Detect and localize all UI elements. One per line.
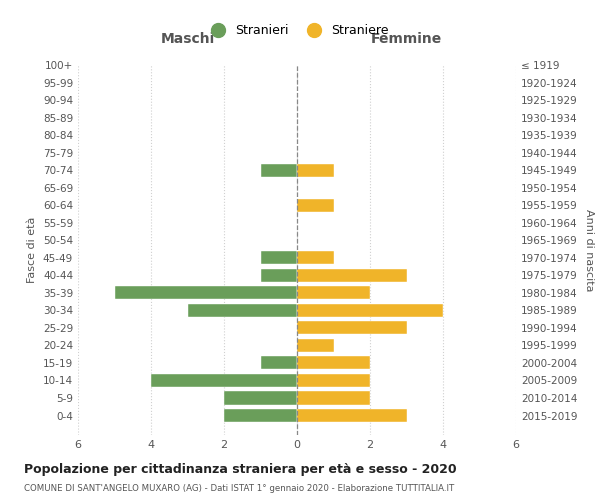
Text: Femmine: Femmine	[371, 32, 442, 46]
Bar	[297, 322, 407, 334]
Bar	[297, 198, 334, 212]
Bar	[115, 286, 297, 300]
Text: Popolazione per cittadinanza straniera per età e sesso - 2020: Popolazione per cittadinanza straniera p…	[24, 462, 457, 475]
Y-axis label: Fasce di età: Fasce di età	[28, 217, 37, 283]
Bar	[297, 286, 370, 300]
Bar	[224, 409, 297, 422]
Bar	[297, 251, 334, 264]
Bar	[297, 409, 407, 422]
Bar	[224, 392, 297, 404]
Bar	[297, 164, 334, 176]
Bar	[151, 374, 297, 387]
Text: Maschi: Maschi	[160, 32, 215, 46]
Bar	[297, 268, 407, 282]
Bar	[297, 374, 370, 387]
Bar	[297, 304, 443, 317]
Bar	[260, 268, 297, 282]
Bar	[297, 392, 370, 404]
Bar	[260, 251, 297, 264]
Text: COMUNE DI SANT'ANGELO MUXARO (AG) - Dati ISTAT 1° gennaio 2020 - Elaborazione TU: COMUNE DI SANT'ANGELO MUXARO (AG) - Dati…	[24, 484, 454, 493]
Bar	[260, 164, 297, 176]
Bar	[297, 356, 370, 370]
Bar	[297, 339, 334, 352]
Legend: Stranieri, Straniere: Stranieri, Straniere	[200, 20, 394, 42]
Y-axis label: Anni di nascita: Anni di nascita	[584, 209, 594, 291]
Bar	[260, 356, 297, 370]
Bar	[187, 304, 297, 317]
